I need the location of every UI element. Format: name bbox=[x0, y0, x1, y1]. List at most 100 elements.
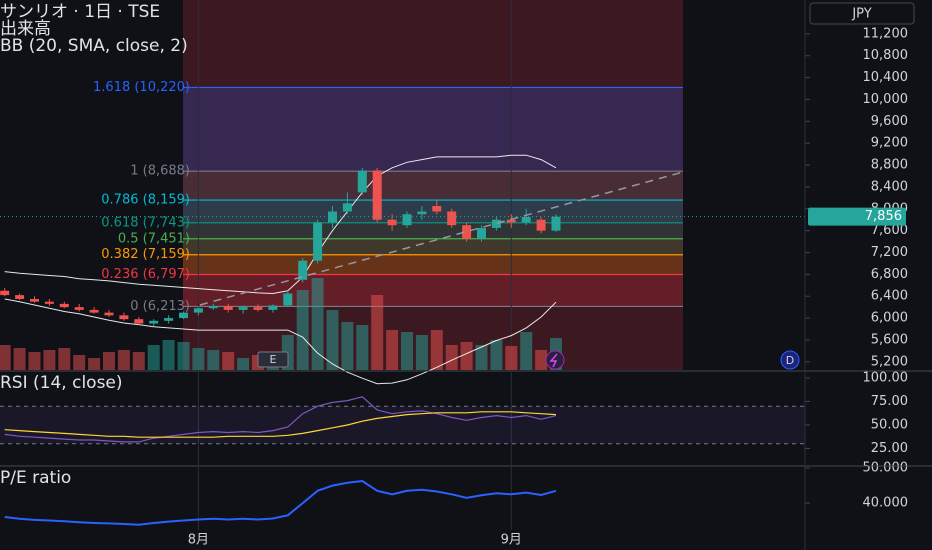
y-tick-label: 7,600 bbox=[871, 223, 908, 238]
currency[interactable]: JPY bbox=[851, 7, 871, 22]
candle-body bbox=[104, 312, 114, 316]
candle-body bbox=[342, 203, 352, 212]
volume-bar bbox=[0, 345, 11, 370]
fib-zone bbox=[183, 254, 683, 275]
volume-bar bbox=[73, 355, 86, 370]
fib-label: 1 (8,688) bbox=[130, 164, 190, 179]
indicator-line bbox=[4, 396, 557, 443]
candle-body bbox=[477, 227, 486, 239]
candle-body bbox=[298, 260, 308, 280]
fib-label: 0.236 (6,797) bbox=[101, 267, 190, 282]
bollinger-band bbox=[4, 154, 557, 295]
volume-legend: 出来高 bbox=[0, 19, 51, 39]
volume-bar bbox=[296, 290, 309, 370]
fib-label: 1.618 (10,220) bbox=[93, 80, 190, 95]
plot-layer: 1.618 (10,220) 1 (8,688) 0.786 (8,159) 0.61… bbox=[0, 0, 908, 548]
volume-bar bbox=[326, 310, 339, 370]
y-tick-label: 8,400 bbox=[871, 179, 908, 194]
y-tick-label: 75.00 bbox=[871, 394, 908, 409]
highlight-zone bbox=[183, 0, 683, 370]
volume-bar bbox=[43, 350, 56, 370]
y-tick-label: 5,600 bbox=[871, 332, 908, 347]
earnings-badge[interactable] bbox=[257, 351, 289, 368]
candle-body bbox=[447, 211, 457, 226]
fib-zone bbox=[183, 222, 683, 239]
candle-body bbox=[521, 216, 531, 223]
y-tick-label: 25.00 bbox=[871, 441, 908, 456]
fib-zone bbox=[183, 171, 683, 201]
bb-legend: BB (20, SMA, close, 2) bbox=[0, 36, 188, 56]
symbol-title: サンリオ · 1日 · TSE bbox=[0, 2, 160, 22]
fib-label: 0 (6,213) bbox=[130, 299, 190, 314]
x-tick-label: 8月 bbox=[188, 533, 209, 548]
candle-body bbox=[432, 206, 442, 212]
y-tick-label: 9,600 bbox=[871, 114, 908, 129]
volume-bar bbox=[132, 352, 145, 370]
candle-body bbox=[164, 318, 174, 321]
fib-zone bbox=[183, 274, 683, 307]
y-tick-label: 100.00 bbox=[863, 371, 909, 386]
volume-bar bbox=[356, 325, 369, 370]
volume-bar bbox=[147, 345, 160, 370]
earnings-marker[interactable]: E bbox=[270, 353, 277, 366]
candle-body bbox=[149, 320, 159, 324]
candle-body bbox=[134, 319, 144, 324]
fib-label: 0.786 (8,159) bbox=[101, 193, 190, 208]
candle-body bbox=[402, 214, 412, 226]
candle-body bbox=[193, 308, 203, 313]
last-price-label: 7,856 bbox=[865, 209, 902, 224]
volume-bar bbox=[237, 358, 250, 370]
candle-body bbox=[15, 295, 25, 299]
fib-zone bbox=[183, 238, 683, 255]
volume-bar bbox=[535, 350, 548, 370]
volume-bar bbox=[311, 278, 324, 370]
candle-body bbox=[506, 219, 516, 223]
volume-bar bbox=[58, 348, 71, 370]
volume-bar bbox=[13, 348, 26, 370]
candle-body bbox=[208, 306, 218, 309]
volume-bar bbox=[222, 352, 235, 370]
volume-bar bbox=[207, 350, 220, 370]
y-tick-label: 40.000 bbox=[863, 496, 909, 511]
fib-label: 0.382 (7,159) bbox=[101, 247, 190, 262]
volume-bar bbox=[177, 342, 190, 370]
last-price-box bbox=[808, 207, 906, 226]
y-tick-label: 6,000 bbox=[871, 311, 908, 326]
dividend-badge[interactable] bbox=[780, 350, 800, 370]
y-tick-label: 5,200 bbox=[871, 354, 908, 369]
y-tick-label: 50.00 bbox=[871, 417, 908, 432]
pane-title: P/E ratio bbox=[0, 468, 71, 488]
y-tick-label: 11,200 bbox=[863, 26, 909, 41]
indicator-line bbox=[4, 411, 557, 438]
candle-body bbox=[119, 315, 129, 320]
volume-bar bbox=[371, 295, 384, 370]
candle-body bbox=[0, 290, 10, 296]
volume-bar bbox=[430, 330, 443, 370]
fib-label: 0.5 (7,451) bbox=[118, 231, 190, 246]
candle-body bbox=[30, 298, 39, 302]
candle-body bbox=[417, 211, 427, 215]
volume-bar bbox=[445, 345, 458, 370]
volume-bar bbox=[490, 340, 503, 370]
pane-title: RSI (14, close) bbox=[0, 373, 123, 393]
candle-body bbox=[268, 305, 278, 310]
y-tick-label: 6,800 bbox=[871, 267, 908, 282]
volume-bar bbox=[386, 330, 399, 370]
volume-bar bbox=[460, 342, 473, 370]
candle-body bbox=[253, 307, 263, 310]
volume-bar bbox=[162, 340, 175, 370]
volume-bar bbox=[117, 350, 130, 370]
dividend-marker[interactable]: D bbox=[786, 354, 794, 367]
y-tick-label: 50.000 bbox=[863, 461, 909, 476]
volume-bar bbox=[28, 352, 41, 370]
candle-body bbox=[536, 219, 546, 231]
volume-bar bbox=[505, 346, 518, 370]
candle-body bbox=[44, 301, 54, 304]
y-tick-label: 7,200 bbox=[871, 245, 908, 260]
event-icon[interactable] bbox=[545, 350, 565, 370]
currency-box[interactable] bbox=[809, 2, 915, 25]
volume-bar bbox=[341, 322, 354, 370]
y-tick-label: 8,800 bbox=[871, 158, 908, 173]
candle-body bbox=[462, 225, 472, 239]
